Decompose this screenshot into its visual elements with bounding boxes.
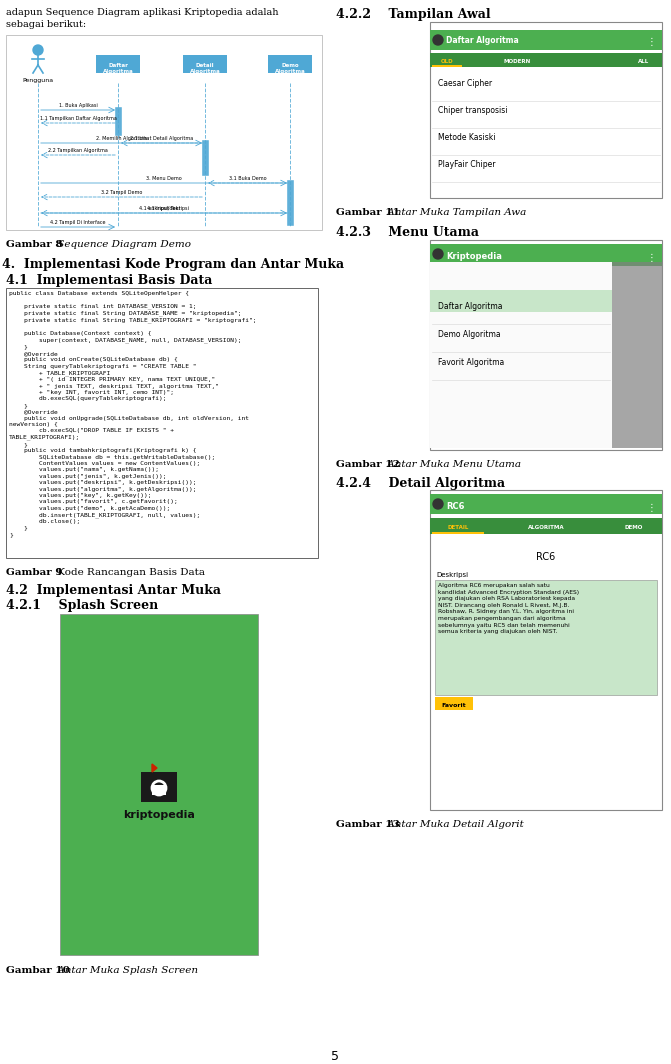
Bar	[435, 580, 657, 695]
Text: Demo
Algoritma: Demo Algoritma	[274, 63, 305, 73]
Text: 3.2 Tampil Demo: 3.2 Tampil Demo	[101, 190, 142, 195]
Text: 4.1 enkripsi/dekripsi: 4.1 enkripsi/dekripsi	[139, 206, 189, 211]
Text: Daftar Algoritma: Daftar Algoritma	[446, 36, 519, 45]
Text: 4.1 Input Text: 4.1 Input Text	[147, 206, 180, 211]
Bar	[152, 785, 166, 795]
Text: OLD: OLD	[441, 59, 454, 64]
Bar	[430, 244, 662, 266]
Bar	[430, 518, 662, 534]
Text: 1. Buka Aplikasi: 1. Buka Aplikasi	[58, 103, 97, 109]
Text: Gambar 13: Gambar 13	[336, 820, 400, 829]
Bar	[430, 22, 662, 198]
Text: 4.2.2    Tampilan Awal: 4.2.2 Tampilan Awal	[336, 9, 491, 21]
Text: Gambar 9: Gambar 9	[6, 568, 62, 577]
Text: Sequence Diagram Demo: Sequence Diagram Demo	[54, 240, 191, 249]
Text: Chiper transposisi: Chiper transposisi	[438, 106, 507, 115]
Circle shape	[433, 499, 443, 509]
Text: DETAIL: DETAIL	[448, 525, 468, 530]
Text: Antar Muka Tampilan Awa: Antar Muka Tampilan Awa	[384, 207, 526, 217]
Text: 4.2.3    Menu Utama: 4.2.3 Menu Utama	[336, 226, 479, 239]
Text: Kriptopedia: Kriptopedia	[446, 252, 502, 261]
Bar	[430, 30, 662, 50]
Text: 4.2.4    Detail Algoritma: 4.2.4 Detail Algoritma	[336, 477, 505, 491]
Text: 4.2.1    Splash Screen: 4.2.1 Splash Screen	[6, 599, 158, 612]
Bar	[430, 491, 662, 810]
Bar	[432, 65, 462, 67]
Text: PlayFair Chiper: PlayFair Chiper	[438, 160, 495, 169]
Text: Detail
Algoritma: Detail Algoritma	[190, 63, 220, 73]
Text: 4.2 Tampil Di Interface: 4.2 Tampil Di Interface	[50, 220, 106, 225]
Bar	[430, 240, 662, 450]
Text: ⋮: ⋮	[646, 503, 656, 513]
Text: RC6: RC6	[446, 502, 464, 511]
Text: Antar Muka Splash Screen: Antar Muka Splash Screen	[54, 966, 198, 975]
Bar	[430, 53, 662, 67]
Text: 3. Menu Demo: 3. Menu Demo	[146, 176, 182, 181]
Text: ALGORITMA: ALGORITMA	[527, 525, 564, 530]
Text: Gambar 12: Gambar 12	[336, 460, 400, 469]
Bar	[6, 35, 322, 230]
Circle shape	[33, 45, 43, 55]
Bar	[430, 494, 662, 514]
Text: Demo Algoritma: Demo Algoritma	[438, 330, 501, 339]
Bar	[435, 697, 473, 710]
Text: 5: 5	[331, 1050, 339, 1063]
Text: Antar Muka Menu Utama: Antar Muka Menu Utama	[384, 460, 521, 469]
Text: adapun Sequence Diagram aplikasi Kriptopedia adalah: adapun Sequence Diagram aplikasi Kriptop…	[6, 9, 278, 17]
Text: Daftar Algoritma: Daftar Algoritma	[438, 302, 503, 311]
Circle shape	[433, 35, 443, 45]
Text: 2.2 Tampilkan Algoritma: 2.2 Tampilkan Algoritma	[48, 148, 108, 153]
Polygon shape	[152, 764, 157, 772]
Text: 3.1 Buka Demo: 3.1 Buka Demo	[229, 176, 266, 181]
Bar	[430, 262, 612, 448]
Text: Gambar 8: Gambar 8	[6, 240, 62, 249]
Text: Favorit: Favorit	[442, 703, 466, 708]
Bar	[115, 107, 121, 135]
Text: Gambar 11: Gambar 11	[336, 207, 400, 217]
Text: sebagai berikut:: sebagai berikut:	[6, 20, 86, 29]
Text: ⋮: ⋮	[646, 253, 656, 263]
Text: 4.  Implementasi Kode Program dan Antar Muka: 4. Implementasi Kode Program dan Antar M…	[2, 257, 344, 271]
Text: Daftar
Algoritma: Daftar Algoritma	[103, 63, 134, 73]
Bar	[141, 772, 177, 802]
Bar	[432, 532, 484, 534]
Text: Gambar 10: Gambar 10	[6, 966, 70, 975]
Text: Pengguna: Pengguna	[22, 78, 54, 83]
Text: 2.1 Lihat Detail Algoritma: 2.1 Lihat Detail Algoritma	[130, 136, 193, 142]
Bar	[612, 262, 662, 448]
Text: kriptopedia: kriptopedia	[123, 810, 195, 820]
Bar	[287, 180, 293, 225]
Text: Metode Kasiski: Metode Kasiski	[438, 133, 495, 142]
Text: 4.1  Implementasi Basis Data: 4.1 Implementasi Basis Data	[6, 275, 213, 287]
Text: 2. Memilih Algoritma: 2. Memilih Algoritma	[96, 136, 147, 142]
Text: Algoritma RC6 merupakan salah satu
kandlidat Advanced Encryption Standard (AES)
: Algoritma RC6 merupakan salah satu kandl…	[438, 583, 579, 634]
Text: Antar Muka Detail Algorit: Antar Muka Detail Algorit	[384, 820, 524, 829]
Text: Caesar Cipher: Caesar Cipher	[438, 79, 492, 88]
Bar	[202, 140, 208, 174]
Text: DEMO: DEMO	[625, 525, 643, 530]
Bar	[268, 55, 312, 73]
Text: MODERN: MODERN	[503, 59, 531, 64]
Text: Kode Rancangan Basis Data: Kode Rancangan Basis Data	[54, 568, 205, 577]
Text: 1.1 Tampilkan Daftar Algoritma: 1.1 Tampilkan Daftar Algoritma	[40, 116, 117, 121]
Bar	[60, 614, 258, 955]
Bar	[96, 55, 140, 73]
Bar	[183, 55, 227, 73]
Text: RC6: RC6	[536, 552, 556, 562]
Text: public class Database extends SQLiteOpenHelper {

    private static final int D: public class Database extends SQLiteOpen…	[9, 290, 256, 537]
Text: ⋮: ⋮	[646, 37, 656, 47]
Text: ALL: ALL	[638, 59, 650, 64]
Text: 4.2  Implementasi Antar Muka: 4.2 Implementasi Antar Muka	[6, 584, 221, 597]
Circle shape	[433, 249, 443, 259]
Text: Deskripsi: Deskripsi	[436, 572, 468, 578]
Bar	[430, 290, 612, 312]
Text: Favorit Algoritma: Favorit Algoritma	[438, 358, 504, 367]
Bar	[6, 288, 318, 558]
